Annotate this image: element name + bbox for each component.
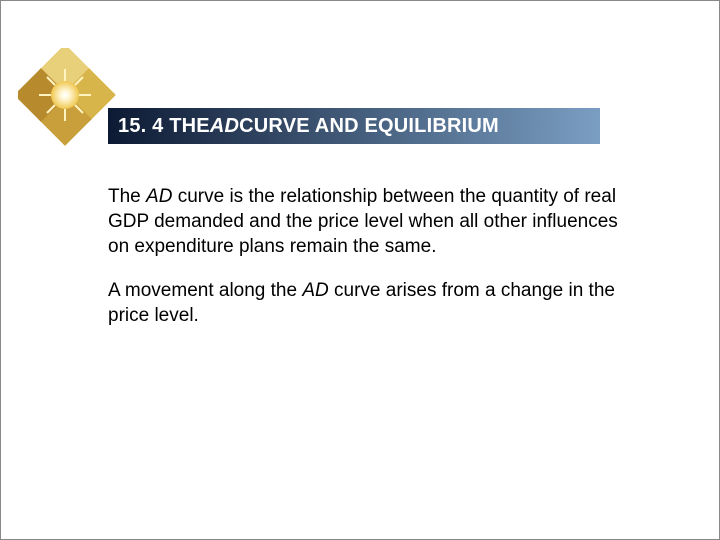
p1-a: The: [108, 186, 146, 207]
slide-logo: [18, 48, 118, 148]
sunburst-icon: [18, 48, 118, 148]
p1-c: curve is the relationship between the qu…: [108, 186, 618, 257]
p2-a: A movement along the: [108, 280, 302, 301]
p2-b: AD: [302, 280, 328, 301]
p1-b: AD: [146, 186, 172, 207]
paragraph-1: The AD curve is the relationship between…: [108, 184, 638, 259]
paragraph-2: A movement along the AD curve arises fro…: [108, 278, 638, 328]
title-italic: AD: [210, 115, 239, 138]
title-prefix: 15. 4 THE: [118, 115, 210, 138]
title-suffix: CURVE AND EQUILIBRIUM: [239, 115, 499, 138]
section-title-bar: 15. 4 THE AD CURVE AND EQUILIBRIUM: [108, 108, 600, 144]
